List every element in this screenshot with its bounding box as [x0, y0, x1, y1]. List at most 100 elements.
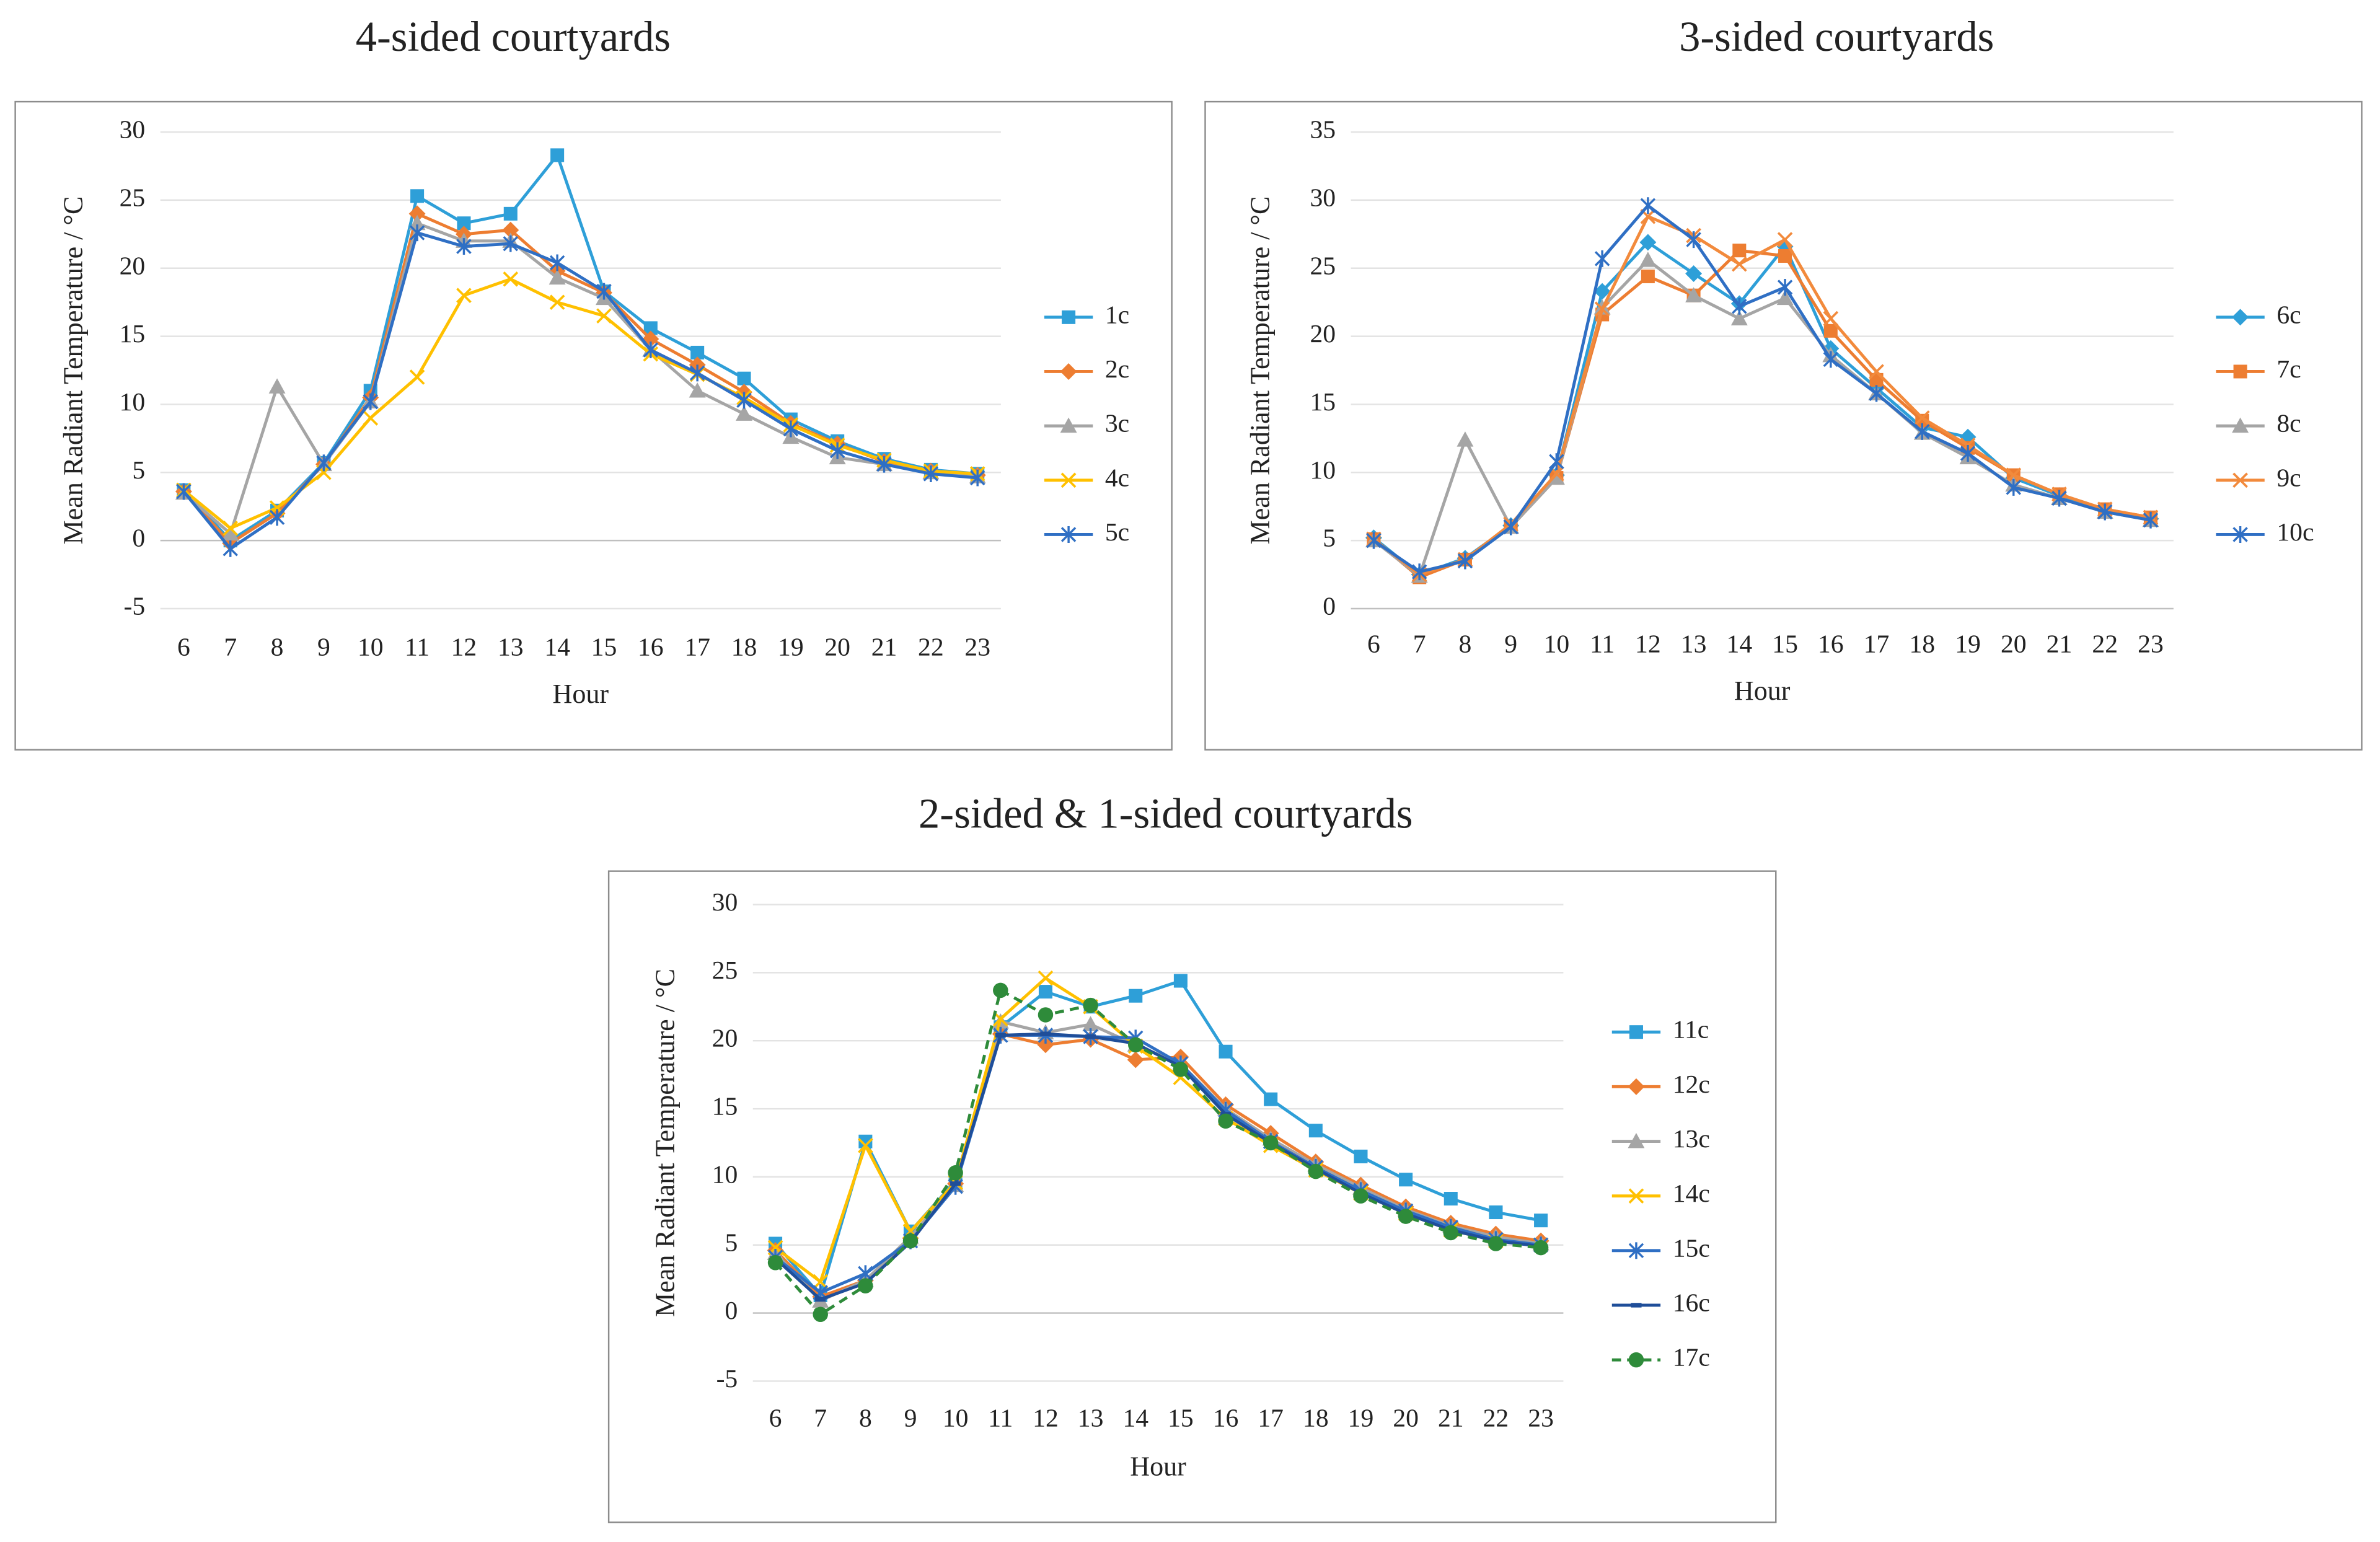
- marker: [1639, 252, 1657, 267]
- x-tick-label: 14: [544, 633, 570, 662]
- x-tick-label: 6: [177, 633, 190, 662]
- marker: [1457, 552, 1473, 570]
- x-tick-label: 18: [1909, 630, 1935, 659]
- marker: [1534, 1214, 1548, 1228]
- marker: [736, 405, 752, 421]
- x-tick-label: 6: [1367, 630, 1380, 659]
- marker: [363, 410, 379, 426]
- y-tick-label: 15: [712, 1093, 738, 1121]
- legend-label: 6c: [2276, 301, 2301, 329]
- marker: [1082, 1016, 1100, 1031]
- marker: [1594, 250, 1610, 267]
- y-tick-label: 15: [120, 320, 146, 348]
- marker: [1411, 563, 1427, 581]
- marker: [1732, 256, 1747, 272]
- marker: [993, 982, 1008, 998]
- chart: 3-sided courtyards 0 5 10 15 20 25 30 35 6 7 8 9 10 11…: [1204, 13, 2363, 751]
- y-axis-label: Mean Radiant Temperature / °C: [58, 196, 89, 545]
- marker: [1308, 1124, 1323, 1138]
- marker: [1641, 269, 1655, 283]
- marker: [1366, 532, 1382, 549]
- marker: [1038, 1007, 1054, 1023]
- marker: [409, 369, 425, 385]
- marker: [858, 1134, 873, 1148]
- x-tick-label: 8: [1459, 630, 1472, 659]
- marker: [1219, 1044, 1233, 1059]
- marker: [503, 206, 518, 221]
- marker: [456, 238, 472, 255]
- marker: [1488, 1236, 1504, 1251]
- legend-label: 10c: [2276, 518, 2314, 547]
- marker: [1129, 989, 1143, 1003]
- chart: 2-sided & 1-sided courtyards -5 0 5 10 15 20 25…: [607, 790, 1777, 1523]
- x-tick-label: 7: [1413, 630, 1426, 659]
- marker: [948, 1165, 963, 1181]
- marker: [1685, 287, 1703, 302]
- marker: [1264, 1092, 1278, 1106]
- marker: [737, 371, 751, 386]
- chart-frame: [607, 870, 1777, 1523]
- y-tick-label: 5: [1323, 524, 1336, 553]
- y-axis-label: Mean Radiant Temperature / °C: [650, 969, 681, 1317]
- legend-label: 7c: [2276, 355, 2301, 384]
- marker: [1594, 301, 1610, 317]
- legend-label: 17c: [1673, 1344, 1710, 1372]
- x-tick-label: 21: [1438, 1404, 1464, 1433]
- y-tick-label: 20: [120, 252, 146, 280]
- y-tick-label: 25: [120, 183, 146, 212]
- y-tick-label: 10: [712, 1160, 738, 1189]
- marker: [2052, 490, 2067, 507]
- y-tick-label: 30: [1310, 183, 1336, 212]
- legend-label: 15c: [1673, 1234, 1710, 1262]
- marker: [829, 442, 845, 459]
- marker: [1776, 289, 1794, 306]
- x-tick-label: 11: [1590, 630, 1615, 659]
- x-tick-label: 6: [769, 1404, 782, 1433]
- x-tick-label: 9: [1504, 630, 1517, 659]
- x-tick-label: 23: [1528, 1404, 1554, 1433]
- chart-frame: [14, 100, 1173, 751]
- marker: [1549, 453, 1564, 470]
- marker: [1548, 469, 1565, 485]
- x-tick-label: 11: [988, 1404, 1013, 1433]
- x-tick-label: 16: [1818, 630, 1844, 659]
- x-tick-label: 10: [358, 633, 384, 662]
- x-tick-label: 14: [1122, 1404, 1148, 1433]
- marker: [2143, 511, 2159, 529]
- marker: [2233, 364, 2247, 379]
- marker: [1823, 311, 1839, 327]
- series-line: [774, 1033, 1541, 1295]
- marker: [1038, 970, 1054, 986]
- marker: [923, 465, 939, 482]
- legend-label: 1c: [1105, 301, 1129, 329]
- marker: [1083, 997, 1098, 1013]
- marker: [269, 509, 285, 526]
- legend-label: 3c: [1105, 410, 1129, 438]
- marker: [1060, 417, 1077, 433]
- marker: [1732, 244, 1747, 258]
- marker: [1173, 1062, 1189, 1077]
- marker: [1628, 1242, 1644, 1259]
- y-tick-label: 0: [132, 524, 145, 553]
- marker: [858, 1278, 873, 1293]
- marker: [1628, 1352, 1644, 1368]
- y-axis-label: Mean Radiant Temperature / °C: [1245, 196, 1276, 545]
- marker: [1960, 445, 1976, 462]
- y-tick-label: 5: [725, 1228, 738, 1257]
- marker: [549, 294, 565, 310]
- chart-frame: [1204, 100, 2363, 751]
- x-tick-label: 23: [964, 633, 990, 662]
- y-tick-label: 30: [712, 888, 738, 917]
- x-tick-label: 10: [943, 1404, 969, 1433]
- marker: [1777, 279, 1793, 296]
- marker: [902, 1233, 919, 1249]
- marker: [813, 1274, 829, 1290]
- x-tick-label: 13: [1078, 1404, 1104, 1433]
- x-tick-label: 22: [2092, 630, 2118, 659]
- x-tick-label: 19: [1955, 630, 1981, 659]
- chart-title: 3-sided courtyards: [1679, 13, 1994, 60]
- x-tick-label: 8: [859, 1404, 872, 1433]
- marker: [876, 456, 892, 473]
- legend-label: 4c: [1105, 464, 1129, 492]
- marker: [1398, 1209, 1414, 1224]
